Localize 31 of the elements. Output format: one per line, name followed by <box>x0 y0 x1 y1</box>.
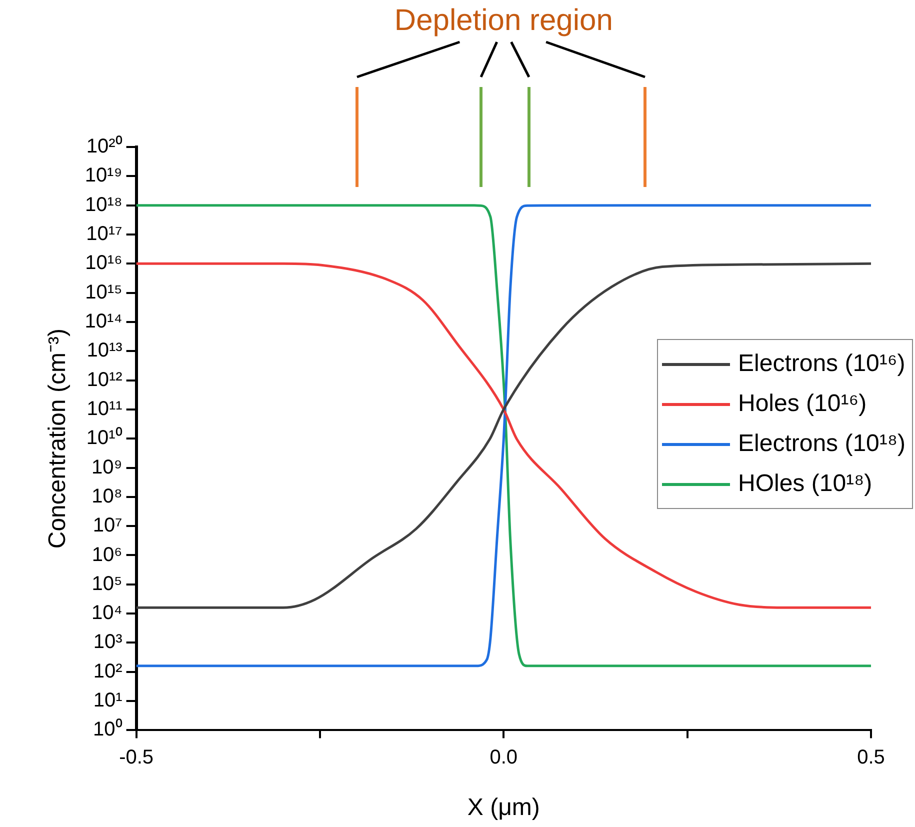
y-tick-label: 10⁶ <box>92 544 122 566</box>
x-tick-label: -0.5 <box>119 746 154 769</box>
y-tick-label: 10¹ <box>93 690 123 712</box>
y-tick-label: 10¹⁸ <box>84 194 122 216</box>
y-tick-label: 10¹⁰ <box>86 426 122 450</box>
y-tick-label: 10¹⁷ <box>86 222 122 245</box>
y-tick-label: 10¹⁹ <box>84 164 122 187</box>
y-tick-label: 10⁰ <box>93 718 122 741</box>
y-tick-label: 10¹¹ <box>86 398 123 420</box>
y-tick-label: 10³ <box>93 631 123 654</box>
legend-label: Holes (10¹⁶) <box>738 389 867 420</box>
y-tick-label: 10¹³ <box>86 340 123 362</box>
legend-label: Electrons (10¹⁸) <box>738 429 906 460</box>
y-tick-label: 10⁹ <box>91 456 122 478</box>
chart-title: Depletion region <box>394 4 613 37</box>
y-tick-label: 10⁷ <box>92 514 122 537</box>
y-tick-label: 10¹² <box>86 368 123 391</box>
y-tick-label: 10⁸ <box>92 485 122 508</box>
y-tick-label: 10⁴ <box>91 602 122 624</box>
y-tick-label: 10¹⁵ <box>85 281 122 304</box>
y-tick-label: 10¹⁶ <box>85 252 122 274</box>
y-tick-label: 10¹⁴ <box>84 310 122 332</box>
y-axis-title: Concentration (cm⁻³) <box>44 328 72 549</box>
y-tick-label: 10⁵ <box>92 572 122 595</box>
y-tick-label: 10² <box>93 660 123 682</box>
y-tick-label: 10²⁰ <box>86 134 122 158</box>
x-axis-title: X (μm) <box>467 794 540 822</box>
legend-label: HOles (10¹⁸) <box>738 469 872 500</box>
x-tick-label: 0.5 <box>857 746 885 769</box>
legend-label: Electrons (10¹⁶) <box>738 349 906 380</box>
x-tick-label: 0.0 <box>490 746 518 769</box>
